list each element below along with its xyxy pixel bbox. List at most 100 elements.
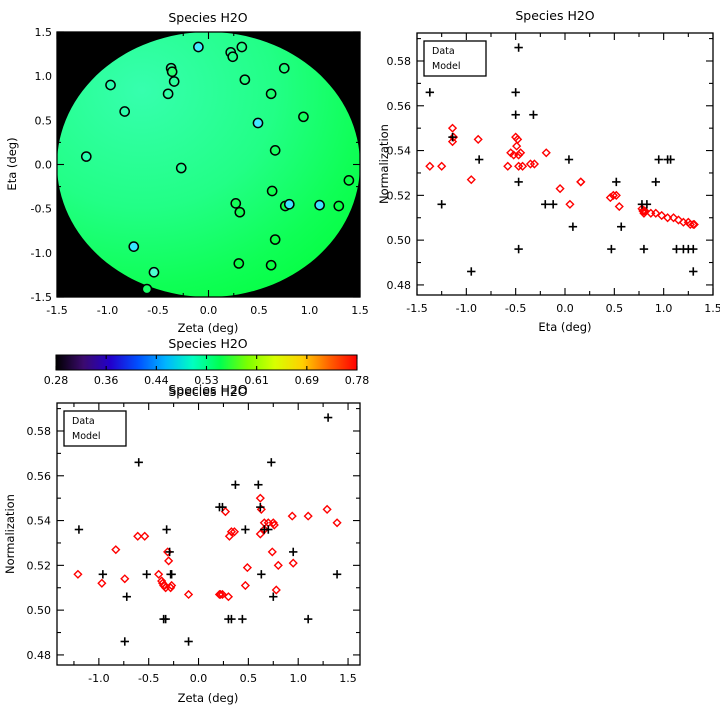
svg-text:-1.5: -1.5	[31, 291, 52, 304]
svg-text:1.5: 1.5	[35, 26, 53, 39]
svg-text:0.69: 0.69	[295, 374, 320, 387]
svg-text:1.0: 1.0	[655, 302, 673, 315]
svg-text:0.28: 0.28	[44, 374, 69, 387]
eta-legend-data-label: Data	[432, 46, 455, 57]
map-marker	[105, 79, 116, 91]
eta-ticklabels-y: 0.48 0.50 0.52 0.54 0.56 0.58	[387, 55, 412, 292]
map-marker	[119, 106, 131, 117]
svg-text:0.61: 0.61	[244, 374, 269, 387]
svg-text:-1.0: -1.0	[456, 302, 477, 315]
svg-text:1.0: 1.0	[35, 70, 53, 83]
map-marker	[141, 283, 153, 295]
map-marker	[252, 117, 264, 129]
map-marker	[333, 200, 345, 212]
svg-text:1.5: 1.5	[351, 304, 369, 317]
colorbar-ticklabels: 0.28 0.36 0.44 0.53 0.61 0.69 0.78	[44, 374, 370, 387]
map-marker	[269, 234, 281, 245]
map-marker	[80, 151, 92, 162]
map-markers	[80, 41, 355, 295]
svg-text:0.50: 0.50	[27, 604, 52, 617]
eta-title: Species H2O	[515, 8, 594, 23]
map-ticklabels-x: -1.5 -1.0 -0.5 0.0 0.5 1.0 1.5	[46, 304, 368, 317]
colorbar-bottom-title: Species H2O	[168, 382, 247, 397]
svg-text:0.48: 0.48	[387, 279, 412, 292]
eta-ticklabels-x: -1.5 -1.0 -0.5 0.0 0.5 1.0 1.5	[406, 302, 720, 315]
zeta-ticklabels-x: -1.0 -0.5 0.0 0.5 1.0 1.5	[88, 672, 357, 685]
map-panel: Species H2O -1.5 -1.0 -0.5 0.0 0.5 1.0 1.5 -1.…	[0, 0, 375, 340]
map-ticklabels-y: -1.5 -1.0 -0.5 0.0 0.5 1.0 1.5	[31, 26, 52, 304]
zeta-legend-data-label: Data	[72, 416, 95, 427]
colorbar-svg: Species H2O 0.28 0.36 0.44 0.53 0.61 0.69 0.78…	[44, 336, 370, 397]
svg-text:0.0: 0.0	[190, 672, 208, 685]
eta-legend: Data Model	[423, 40, 487, 77]
zeta-plot-frame	[56, 402, 361, 666]
eta-data-points	[425, 43, 698, 276]
map-marker	[168, 76, 180, 87]
eta-plot-frame	[416, 32, 714, 296]
svg-text:-0.5: -0.5	[138, 672, 159, 685]
map-marker	[233, 258, 245, 269]
svg-text:1.5: 1.5	[704, 302, 720, 315]
eta-model-points	[425, 123, 699, 230]
eta-legend-model-label: Model	[432, 61, 461, 72]
svg-text:0.5: 0.5	[250, 304, 268, 317]
map-marker	[265, 259, 277, 271]
map-marker	[128, 241, 140, 252]
zeta-legend-model-label: Model	[72, 431, 101, 442]
map-marker	[265, 88, 277, 100]
svg-text:0.54: 0.54	[387, 145, 412, 158]
zeta-model-points	[73, 493, 342, 602]
map-marker	[283, 198, 295, 210]
svg-text:-1.5: -1.5	[406, 302, 427, 315]
map-marker	[314, 199, 325, 211]
svg-text:0.56: 0.56	[27, 470, 52, 483]
colorbar-ticks	[55, 355, 358, 370]
svg-text:0.54: 0.54	[27, 515, 52, 528]
svg-text:0.5: 0.5	[35, 114, 53, 127]
svg-text:1.0: 1.0	[301, 304, 319, 317]
zeta-title: Species H2O	[168, 384, 247, 399]
map-marker	[227, 51, 239, 63]
svg-text:-0.5: -0.5	[147, 304, 168, 317]
svg-text:0.58: 0.58	[387, 55, 412, 68]
zeta-legend: Data Model	[63, 410, 127, 447]
map-disc	[57, 32, 360, 297]
map-marker	[343, 175, 355, 186]
svg-text:-0.5: -0.5	[31, 203, 52, 216]
svg-text:0.48: 0.48	[27, 649, 52, 662]
map-marker	[193, 41, 204, 53]
map-marker	[148, 266, 160, 278]
map-xlabel: Zeta (deg)	[178, 321, 239, 335]
zeta-data-points	[74, 413, 342, 646]
map-marker	[234, 206, 246, 218]
map-ticks	[56, 31, 361, 298]
colorbar-title: Species H2O	[168, 336, 247, 351]
svg-text:0.58: 0.58	[27, 425, 52, 438]
map-ylabel: Eta (deg)	[5, 137, 19, 190]
map-title: Species H2O	[168, 10, 247, 25]
eta-panel: Species H2O -1.5 -1.0 -0.5 0.0 0.5 1.0 1.5 0.4…	[375, 0, 720, 340]
svg-text:0.52: 0.52	[387, 189, 412, 202]
zeta-panel-svg: Species H2O -1.0 -0.5 0.0 0.5 1.0 1.5 0.48 0.5…	[3, 384, 361, 705]
svg-text:-1.5: -1.5	[46, 304, 67, 317]
svg-text:-1.0: -1.0	[97, 304, 118, 317]
map-marker	[166, 66, 178, 78]
svg-text:0.50: 0.50	[387, 234, 412, 247]
eta-legend-box	[423, 40, 487, 77]
map-marker	[266, 185, 278, 197]
svg-text:0.78: 0.78	[345, 374, 370, 387]
svg-text:0.0: 0.0	[556, 302, 574, 315]
zeta-ticks	[57, 403, 360, 665]
svg-text:0.5: 0.5	[606, 302, 624, 315]
svg-text:0.52: 0.52	[27, 559, 52, 572]
map-marker	[230, 198, 242, 209]
eta-ylabel: Normalization	[377, 124, 391, 204]
svg-text:1.5: 1.5	[339, 672, 357, 685]
map-marker	[162, 88, 174, 100]
svg-text:0.0: 0.0	[200, 304, 218, 317]
map-marker	[269, 145, 281, 156]
svg-text:0.44: 0.44	[144, 374, 169, 387]
svg-text:0.53: 0.53	[194, 374, 219, 387]
map-marker	[278, 62, 290, 74]
zeta-ticklabels-y: 0.48 0.50 0.52 0.54 0.56 0.58	[27, 425, 52, 662]
